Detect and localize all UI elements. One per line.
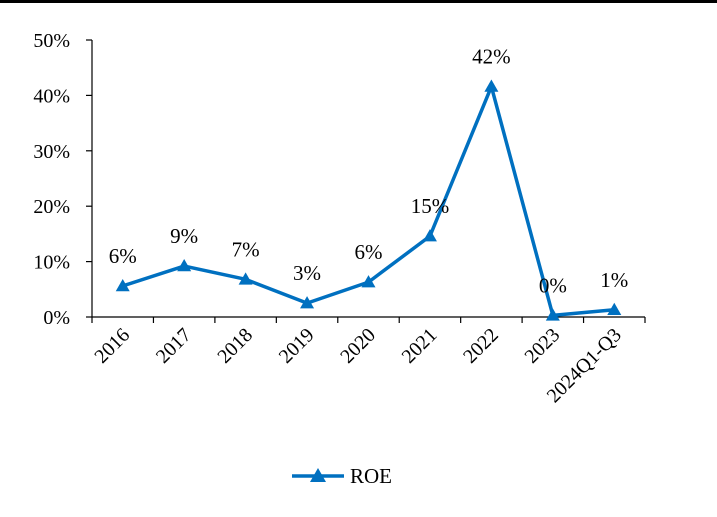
x-tick-label: 2019 bbox=[275, 324, 319, 368]
x-tick-label: 2018 bbox=[213, 324, 257, 368]
legend: ROE bbox=[292, 464, 392, 488]
roe-data-label: 6% bbox=[355, 240, 383, 264]
roe-data-point bbox=[238, 272, 253, 285]
roe-data-point bbox=[484, 79, 499, 92]
roe-data-point bbox=[300, 296, 315, 309]
roe-data-label: 3% bbox=[293, 261, 321, 285]
roe-data-point bbox=[361, 275, 376, 288]
series-group bbox=[115, 79, 622, 321]
legend-label: ROE bbox=[350, 464, 392, 488]
x-tick-label: 2020 bbox=[336, 324, 380, 368]
x-tick-labels: 2016 2017 2018 2019 2020 2021 2022 20232024Q1-Q… bbox=[90, 324, 625, 407]
roe-data-point bbox=[545, 308, 560, 321]
y-tick-label: 40% bbox=[33, 85, 70, 107]
roe-data-point bbox=[422, 229, 437, 242]
y-tick-label: 0% bbox=[43, 307, 70, 329]
top-rule bbox=[0, 0, 717, 3]
x-tick-label: 2022 bbox=[459, 324, 503, 368]
legend-marker bbox=[310, 468, 326, 482]
y-tick-label: 30% bbox=[33, 141, 70, 163]
y-tick-label: 50% bbox=[33, 30, 70, 52]
roe-data-label: 42% bbox=[472, 45, 511, 69]
roe-data-label: 6% bbox=[109, 244, 137, 268]
x-tick-label: 2023 bbox=[521, 324, 565, 368]
roe-data-label: 0% bbox=[539, 273, 567, 297]
roe-data-point bbox=[607, 302, 622, 316]
x-tick-label: 2021 bbox=[398, 324, 442, 368]
roe-data-point bbox=[177, 259, 192, 272]
data-labels: 6% 9% 7% 3% 6% 15% 42% 0% 1% bbox=[109, 45, 629, 298]
y-tick-label: 10% bbox=[33, 252, 70, 274]
y-tick-label: 20% bbox=[33, 196, 70, 218]
x-tick-label: 2017 bbox=[152, 324, 196, 368]
roe-data-label: 9% bbox=[170, 224, 198, 248]
roe-data-point bbox=[115, 278, 130, 292]
roe-data-label: 15% bbox=[411, 194, 450, 218]
roe-data-label: 1% bbox=[600, 268, 628, 292]
x-tick-label: 2016 bbox=[90, 324, 134, 368]
roe-data-label: 7% bbox=[232, 237, 260, 261]
y-tick-labels: 0% 10% 20% 30% 40% 50% bbox=[33, 30, 70, 329]
